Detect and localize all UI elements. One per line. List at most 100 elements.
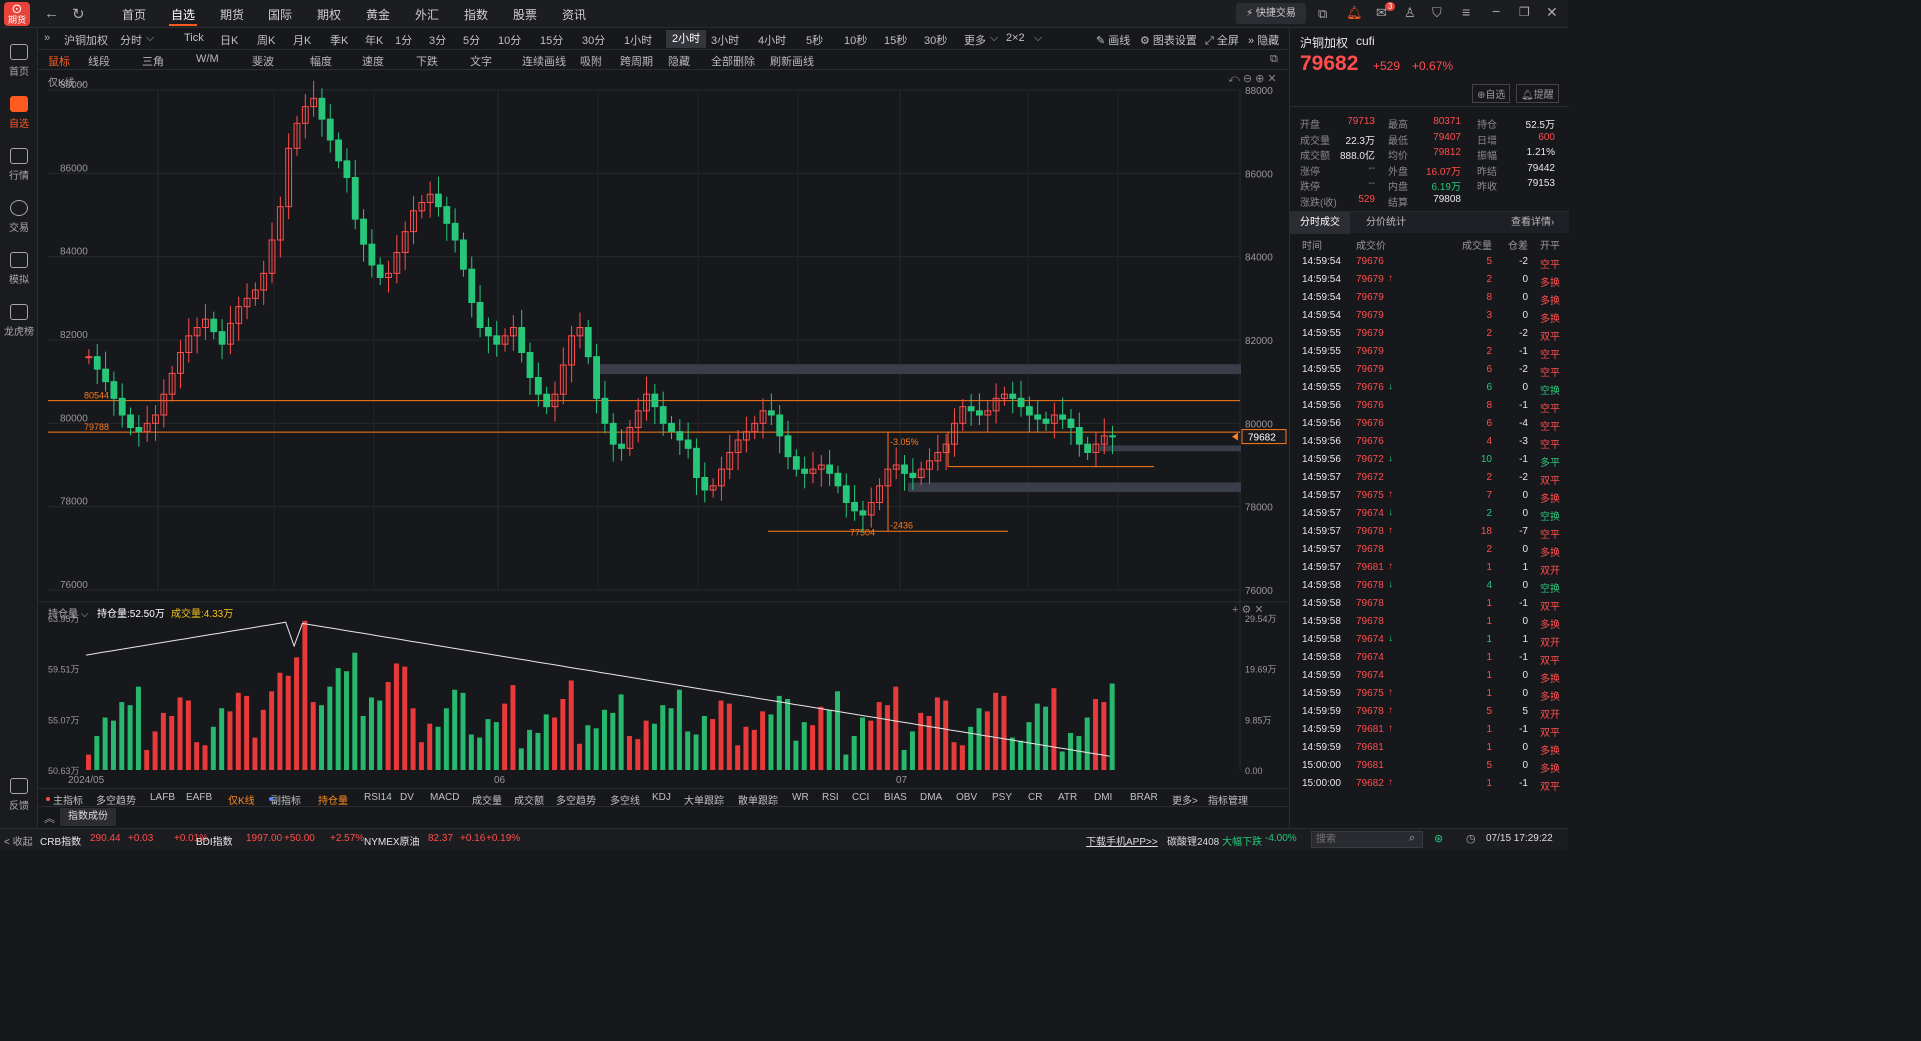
indicator-8[interactable]: DV [400,792,414,803]
sidebar-item-feedback[interactable]: 反馈 [0,778,38,812]
indicator-12[interactable]: 多空趋势 [556,796,596,807]
period-11[interactable]: 15分 [540,35,564,47]
tool-12[interactable]: 隐藏 [668,56,690,68]
nav-stocks[interactable]: 股票 [513,8,538,22]
tool-3[interactable]: W/M [196,53,219,65]
indicator-23[interactable]: PSY [992,792,1013,803]
search-input[interactable] [1311,831,1423,848]
period-7[interactable]: 1分 [395,35,413,47]
period-12[interactable]: 30分 [582,35,606,47]
indicator-15[interactable]: 大单跟踪 [684,796,724,807]
nav-watchlist[interactable]: 自选 [171,8,196,22]
nav-home[interactable]: 首页 [122,8,147,22]
minimize-icon[interactable]: − [1492,3,1501,19]
tool-8[interactable]: 文字 [470,56,492,68]
window-icon[interactable]: ⧉ [1318,6,1328,21]
bell-icon[interactable]: 🔔︎ [1346,5,1363,20]
indicator-25[interactable]: ATR [1058,792,1078,803]
back-icon[interactable]: ← [44,5,59,22]
sub-chart-controls[interactable]: + ⚙ ✕ [1232,604,1264,616]
shirt-icon[interactable]: ⛉ [1432,5,1442,20]
draw-line-button[interactable]: ✎ 画线 [1096,35,1131,47]
indicator-18[interactable]: RSI [822,792,839,803]
expand-icon[interactable]: » [44,32,51,44]
indicator-11[interactable]: 成交额 [514,796,544,807]
tab-tick-trades[interactable]: 分时成交 [1290,212,1350,234]
indicator-20[interactable]: BIAS [884,792,907,803]
chevron-down-icon[interactable]: ⌵ [1034,32,1043,44]
indicator-3[interactable]: EAFB [186,792,213,803]
indicator-1[interactable]: 多空趋势 [96,796,136,807]
period-21[interactable]: 更多 [964,35,986,47]
period-1[interactable]: Tick [184,32,204,44]
tool-11[interactable]: 跨周期 [620,56,653,68]
indicator-6[interactable]: 持仓量 [318,796,348,807]
refresh-icon[interactable]: ↻ [72,6,85,23]
indicator-0[interactable]: 主指标 [53,796,83,807]
sidebar-item-dragon-tiger[interactable]: 龙虎榜 [0,304,38,338]
sidebar-item-trade[interactable]: 交易 [0,200,38,234]
chevron-down-icon[interactable]: ⌵ [990,32,999,44]
indicator-19[interactable]: CCI [852,792,870,803]
period-6[interactable]: 年K [365,35,384,47]
restore-icon[interactable]: ❐ [1519,5,1530,19]
period-9[interactable]: 5分 [463,35,481,47]
tool-14[interactable]: 刷新画线 [770,56,814,68]
indicator-16[interactable]: 散单跟踪 [738,796,778,807]
status-name-2[interactable]: NYMEX原油 [364,837,420,848]
period-13[interactable]: 1小时 [624,35,653,47]
ticker-name[interactable]: 碳酸锂2408 [1167,837,1220,848]
period-2[interactable]: 日K [220,35,239,47]
tool-10[interactable]: 吸附 [580,56,602,68]
candlestick-chart[interactable]: 88000 88000 86000 86000 84000 84000 82000 82000… [38,70,1288,788]
tool-2[interactable]: 三角 [142,56,164,68]
sidebar-item-watchlist[interactable]: 自选 [0,96,38,130]
sidebar-item-simulate[interactable]: 模拟 [0,252,38,286]
nav-options[interactable]: 期权 [317,8,342,22]
mail-icon[interactable]: ✉ [1376,5,1387,20]
indicator-22[interactable]: OBV [956,792,978,803]
user-icon[interactable]: ♙ [1404,5,1416,20]
period-15[interactable]: 3小时 [711,35,740,47]
indicator-27[interactable]: BRAR [1130,792,1158,803]
download-app-link[interactable]: 下载手机APP>> [1086,837,1158,848]
period-18[interactable]: 10秒 [844,35,868,47]
nav-index[interactable]: 指数 [464,8,489,22]
search-icon[interactable]: ⌕ [1409,832,1416,844]
chevron-down-icon[interactable]: ⌵ [146,32,155,44]
status-name-1[interactable]: BDI指数 [196,837,233,848]
menu-icon[interactable]: ≡ [1462,4,1471,20]
indicator-17[interactable]: WR [792,792,809,803]
chart-area[interactable]: 88000 88000 86000 86000 84000 84000 82000 82000… [38,70,1288,820]
indicator-10[interactable]: 成交量 [472,796,502,807]
indicator-7[interactable]: RSI14 [364,792,392,803]
status-name-0[interactable]: CRB指数 [40,837,82,848]
indicator-manage-button[interactable]: 指标管理 [1208,796,1248,807]
period-20[interactable]: 30秒 [924,35,948,47]
tab-price-stats[interactable]: 分价统计 [1366,217,1406,228]
period-8[interactable]: 3分 [429,35,447,47]
period-16[interactable]: 4小时 [758,35,787,47]
nav-international[interactable]: 国际 [268,8,293,22]
period-14[interactable]: 2小时 [666,30,707,48]
chart-zoom-controls[interactable]: ⤺ ⊖ ⊕ ✕ [1228,73,1277,85]
nav-news[interactable]: 资讯 [562,8,587,22]
period-4[interactable]: 月K [293,35,312,47]
chart-mode-select[interactable]: 仅K线 ⌵ [48,78,86,89]
indicator-26[interactable]: DMI [1094,792,1113,803]
indicator-28[interactable]: 更多> [1172,796,1198,807]
indicator-9[interactable]: MACD [430,792,460,803]
nav-forex[interactable]: 外汇 [415,8,440,22]
collapse-up-icon[interactable]: ︽ [44,813,55,825]
tool-6[interactable]: 速度 [362,56,384,68]
indicator-21[interactable]: DMA [920,792,943,803]
period-19[interactable]: 15秒 [884,35,908,47]
view-details-link[interactable]: 查看详情› [1511,217,1555,228]
period-0[interactable]: 分时 [120,35,142,47]
tool-0[interactable]: 鼠标 [48,56,70,68]
fullscreen-button[interactable]: ⤢ 全屏 [1205,35,1239,47]
sub-indicator-select[interactable]: 持仓量 ⌵ [48,609,89,620]
tool-13[interactable]: 全部删除 [711,56,755,68]
period-17[interactable]: 5秒 [806,35,824,47]
indicator-14[interactable]: KDJ [652,792,671,803]
